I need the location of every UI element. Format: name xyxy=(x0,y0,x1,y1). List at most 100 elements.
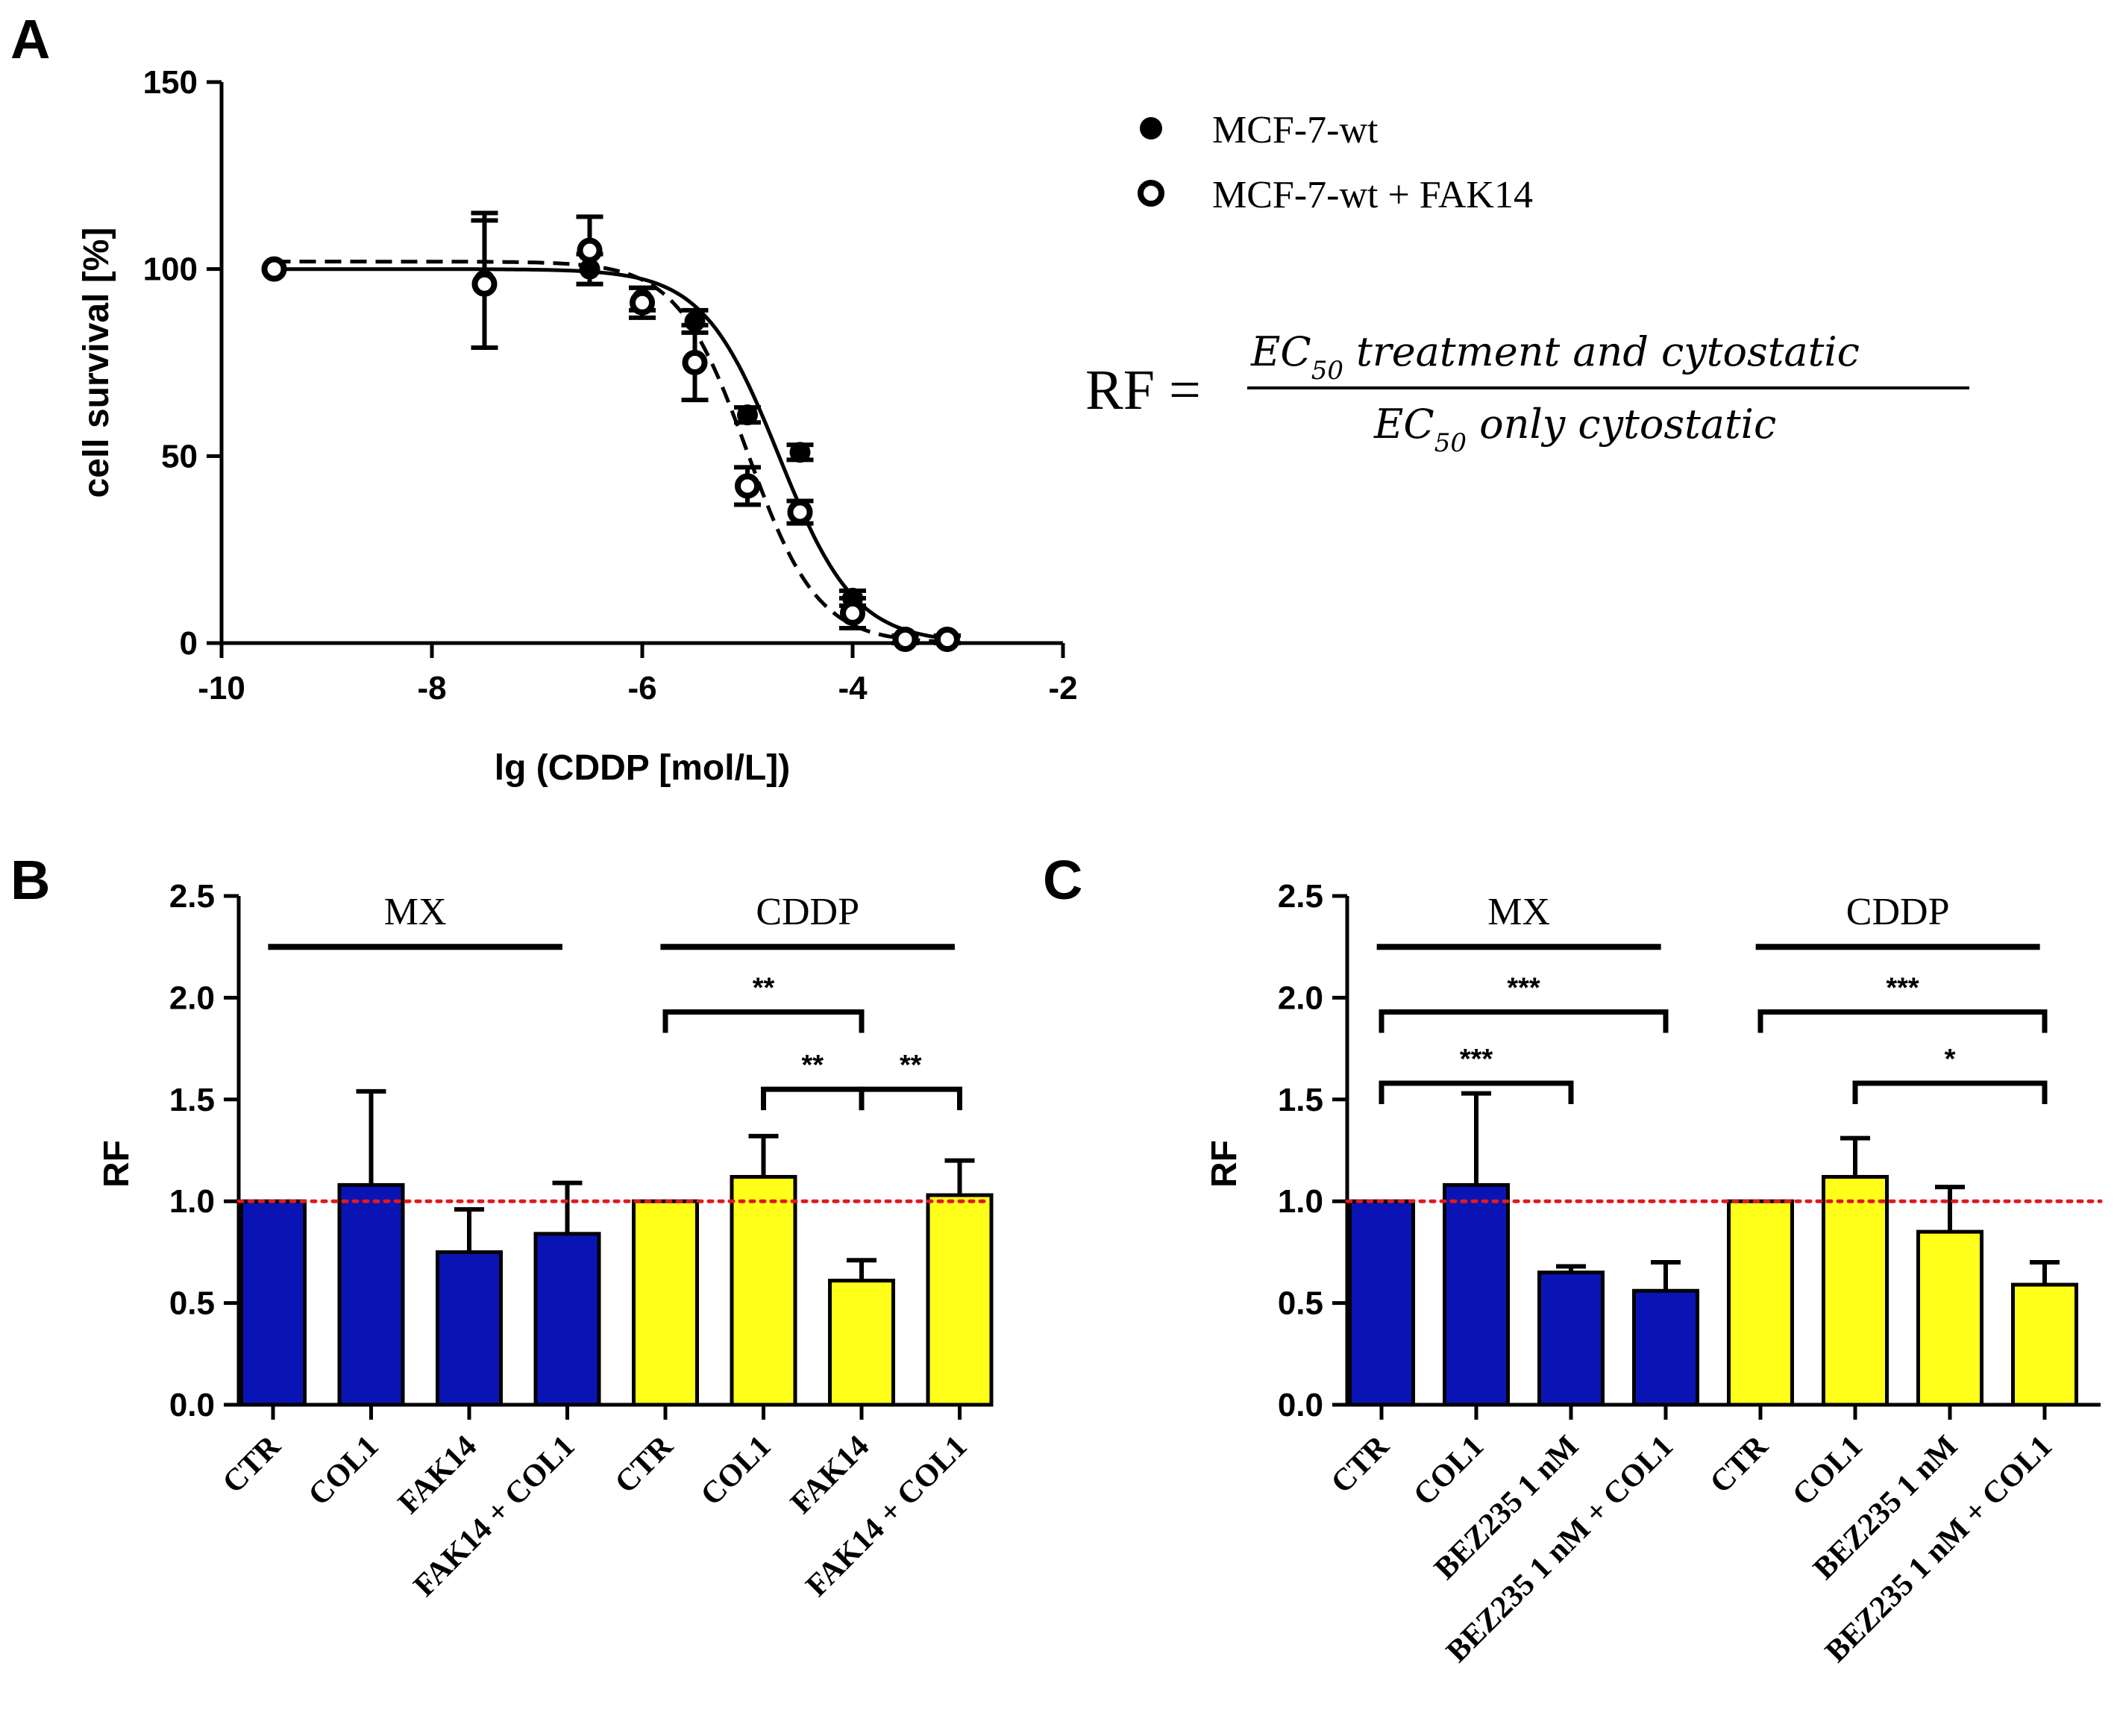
y-tick-label: 2.5 xyxy=(1278,878,1323,915)
group-label: MX xyxy=(384,891,447,933)
data-point-fak14 xyxy=(735,473,760,499)
panel-a-fit-curves xyxy=(274,260,948,644)
eq-rf-lhs: RF = xyxy=(1085,359,1201,422)
panel-a-points xyxy=(261,210,961,652)
bar xyxy=(1632,1288,1699,1407)
panel-b-y-title: RF xyxy=(97,1140,137,1188)
data-point-fak14 xyxy=(892,626,918,652)
significance-bracket xyxy=(1757,1009,2048,1033)
category-label: CTR xyxy=(216,1429,288,1500)
bar xyxy=(828,1279,895,1407)
panel-a-axes xyxy=(219,82,1063,645)
significance-label: *** xyxy=(1460,1044,1493,1075)
significance-bracket xyxy=(761,1086,865,1111)
data-point-fak14 xyxy=(261,256,287,282)
x-tick-label: -4 xyxy=(838,670,868,706)
significance-label: ** xyxy=(900,1050,922,1081)
bar xyxy=(1727,1199,1794,1407)
data-point-fak14 xyxy=(630,289,655,316)
y-tick-label: 0.5 xyxy=(169,1285,215,1322)
significance-label: ** xyxy=(801,1050,824,1081)
y-tick-label: 2.5 xyxy=(169,878,215,915)
fit-curve-fak14 xyxy=(274,260,948,644)
group-label: CDDP xyxy=(756,891,859,933)
significance-label: * xyxy=(1945,1044,1956,1075)
bar xyxy=(730,1174,797,1407)
data-point-fak14 xyxy=(840,600,865,626)
rf-equation: RF = EC50 treatment and cytostatic EC50 … xyxy=(1085,328,1969,458)
panel-a-y-title: cell survival [%] xyxy=(77,228,116,498)
legend-filled-marker xyxy=(1140,117,1162,140)
data-point-fak14 xyxy=(934,626,960,652)
x-tick-label: -6 xyxy=(627,670,656,706)
legend-open-marker xyxy=(1138,180,1164,207)
x-tick-label: -2 xyxy=(1048,670,1077,706)
panel-a-legend: MCF-7-wt MCF-7-wt + FAK14 xyxy=(1138,109,1533,216)
x-tick-label: -8 xyxy=(417,670,446,706)
significance-bracket xyxy=(662,1009,865,1033)
panel-a-ticks: -10 -8 -6 -4 -2 0 50 100 150 xyxy=(143,64,1078,706)
panel-c-letter: C xyxy=(1043,849,1082,911)
bar xyxy=(926,1193,994,1407)
category-label: COL1 xyxy=(694,1429,778,1513)
y-tick-label: 1.5 xyxy=(1278,1082,1323,1118)
bar xyxy=(239,1199,307,1407)
group-label: MX xyxy=(1487,891,1550,933)
significance-bracket xyxy=(1379,1009,1669,1033)
significance-bracket xyxy=(859,1086,962,1111)
bar xyxy=(2011,1282,2078,1407)
data-point-wt xyxy=(737,404,758,426)
category-label: COL1 xyxy=(302,1429,386,1513)
eq-numerator: EC50 treatment and cytostatic xyxy=(1250,328,1860,386)
legend-label-fak14: MCF-7-wt + FAK14 xyxy=(1212,174,1533,216)
category-label: COL1 xyxy=(1786,1429,1869,1513)
x-tick-label: -10 xyxy=(198,670,245,706)
y-tick-label: 50 xyxy=(161,438,198,474)
significance-label: *** xyxy=(1507,972,1540,1003)
eq-denominator: EC50 only cytostatic xyxy=(1373,401,1776,458)
panel-a: A -10 -8 -6 -4 -2 0 50 100 150 cell survival [%]… xyxy=(10,8,1969,788)
category-label: CTR xyxy=(609,1429,680,1500)
y-tick-label: 1.5 xyxy=(169,1082,215,1118)
bar xyxy=(1348,1199,1415,1407)
y-tick-label: 100 xyxy=(143,251,198,288)
bar xyxy=(632,1199,699,1407)
bar xyxy=(1443,1182,1510,1407)
category-label: FAK14 xyxy=(392,1429,483,1521)
panel-c-y-title: RF xyxy=(1205,1140,1244,1188)
category-label: COL1 xyxy=(1407,1429,1490,1513)
bar xyxy=(533,1232,601,1407)
bar xyxy=(1916,1229,1983,1407)
data-point-fak14 xyxy=(577,237,603,263)
significance-bracket xyxy=(1852,1080,2048,1104)
y-tick-label: 2.0 xyxy=(169,980,215,1016)
y-tick-label: 1.0 xyxy=(169,1183,215,1220)
fit-curve-wt xyxy=(274,267,948,641)
legend-label-wt: MCF-7-wt xyxy=(1212,109,1379,151)
y-tick-label: 1.0 xyxy=(1278,1183,1323,1220)
category-label: CTR xyxy=(1704,1429,1775,1500)
group-label: CDDP xyxy=(1846,891,1950,933)
panel-a-letter: A xyxy=(10,8,50,70)
category-label: FAK14 xyxy=(784,1429,876,1521)
panel-b-letter: B xyxy=(10,849,50,911)
y-tick-label: 150 xyxy=(143,64,198,101)
panel-a-x-title: lg (CDDP [mol/L]) xyxy=(495,748,790,788)
y-tick-label: 0.5 xyxy=(1278,1285,1323,1322)
significance-label: *** xyxy=(1886,972,1919,1003)
data-point-fak14 xyxy=(471,271,498,297)
y-tick-label: 0.0 xyxy=(1278,1387,1323,1423)
bar xyxy=(1537,1270,1605,1407)
y-tick-label: 2.0 xyxy=(1278,980,1323,1016)
category-label: CTR xyxy=(1325,1429,1396,1500)
y-tick-label: 0.0 xyxy=(169,1387,215,1423)
data-point-fak14 xyxy=(787,499,813,525)
bar xyxy=(1822,1174,1889,1407)
data-point-wt xyxy=(789,442,811,463)
bar xyxy=(436,1250,503,1407)
